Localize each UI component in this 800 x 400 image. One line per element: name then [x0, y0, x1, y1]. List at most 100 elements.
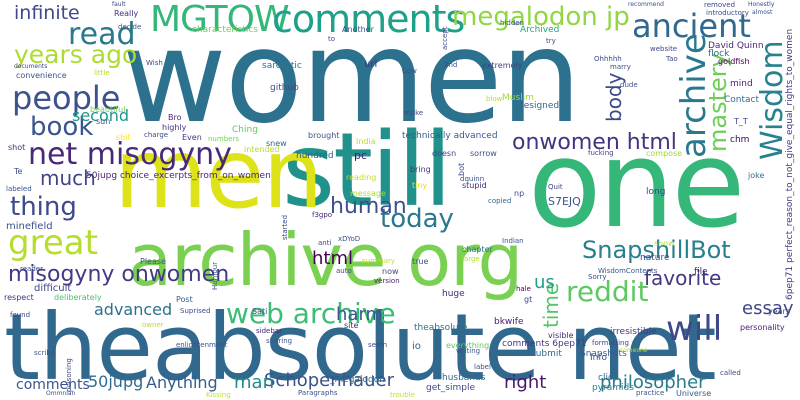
word-wish: Wish — [146, 59, 163, 67]
word-technically-advanced: technically advanced — [402, 131, 498, 141]
word-xdyod: xDYoD — [338, 235, 361, 243]
word-brought: brought — [308, 131, 340, 140]
word-india: India — [356, 137, 376, 146]
word-enlightenment: enlightenment — [176, 341, 228, 349]
word-reading: reading — [346, 173, 377, 182]
word-bring: bring — [410, 165, 431, 174]
word-men: men — [114, 118, 323, 230]
word-snapshillbot: SnapshillBot — [582, 236, 731, 264]
word-marry: marry — [610, 63, 631, 71]
word-everything: everything — [446, 341, 490, 350]
word-contact: Contact — [724, 95, 760, 105]
word-highly: highly — [162, 123, 187, 132]
word-show: show — [654, 239, 675, 248]
word-reader: reader — [20, 265, 43, 273]
word-shot: shot — [8, 143, 26, 152]
word-t-t: T_T — [734, 117, 748, 126]
word-bro: Bro — [168, 113, 182, 122]
word-50jupg-choice: 50jupg choice_excerpts_from_on_women — [86, 171, 271, 181]
word-sun: sun — [96, 117, 111, 126]
word-second: second — [72, 106, 130, 125]
word-found: found — [10, 311, 31, 319]
word-archive-org: archive org — [128, 218, 523, 302]
word-ching: Ching — [232, 125, 258, 135]
word-fucking: fucking — [588, 149, 614, 157]
word-book: book — [30, 112, 94, 142]
word-gt: gt — [524, 295, 533, 304]
word-poisoning-vertical: poisoning — [65, 358, 73, 392]
word-archived: Archived — [520, 25, 560, 35]
word-to: to — [328, 35, 336, 43]
word-people: people — [12, 79, 121, 117]
word-reddit: reddit — [566, 275, 649, 308]
word-nature: nature — [640, 253, 670, 263]
word-pc: pc — [354, 149, 368, 162]
word-net-misogyny: net misogyny — [28, 137, 232, 172]
word-accept-vertical: accept — [441, 26, 449, 50]
word-s7ejq: S7EJQ — [548, 195, 581, 208]
word-decide: decide — [118, 23, 142, 31]
word-trouble: trouble — [390, 391, 415, 399]
word-harm: harm — [336, 304, 384, 325]
word-man: man — [234, 372, 274, 393]
word-sharing: sharing — [266, 337, 293, 345]
word-called: called — [720, 369, 741, 377]
word-tiny: tiny — [412, 181, 428, 190]
word-sorry: Sorry — [588, 273, 607, 281]
word-sorrow: sorrow — [470, 149, 497, 158]
word-np: np — [514, 189, 525, 198]
word-megalodon-jp: megalodon jp — [452, 2, 630, 32]
word-dquinn: dquinn — [460, 175, 485, 183]
word-seem: seem — [368, 341, 388, 349]
word-50jupg: 50jupg — [88, 372, 144, 391]
word-writing: writing — [456, 347, 481, 355]
word-chm: chm — [730, 135, 750, 145]
word-web-archive: web archive — [226, 297, 396, 330]
word-try: try — [546, 37, 556, 45]
word-dude: dude — [620, 81, 638, 89]
word-characteristics: characteristics — [192, 25, 258, 35]
word-hidden: hidden — [500, 19, 525, 27]
word-true: true — [412, 257, 429, 266]
word-megalodon-underscore: _megalodon — [330, 375, 385, 385]
word-schopenhauer: Schopenhauer — [264, 370, 394, 391]
word-2nd: 2nd — [444, 61, 458, 69]
word-respect: respect — [4, 293, 34, 302]
word-comments-6pep71: comments 6pep71 — [502, 339, 587, 349]
word-label: label — [474, 363, 491, 371]
word-minefield: minefield — [6, 221, 53, 232]
word-recommend: recommend — [628, 1, 664, 8]
word-url: url — [364, 59, 378, 70]
word-today: today — [380, 204, 454, 234]
word-women: women — [122, 3, 582, 152]
word-flock: flock — [708, 49, 730, 59]
word-humour-vertical: Humour — [211, 261, 219, 290]
word-another: Another — [342, 25, 374, 34]
word-introductory: introductory — [706, 9, 749, 17]
word-html: html — [312, 248, 354, 269]
word-intended: intended — [244, 145, 280, 154]
word-version: version — [374, 277, 400, 285]
word-snew: snew — [266, 139, 287, 148]
word-te: Te — [14, 167, 23, 176]
word-advanced: advanced — [94, 300, 173, 319]
word-comments: comments — [272, 0, 465, 41]
word-hundred: hundred — [296, 151, 334, 161]
word-right: right — [504, 372, 547, 393]
word-chapter: chapter — [462, 245, 493, 254]
word-almost: almost — [752, 9, 773, 16]
word-auto: auto — [336, 267, 352, 275]
word-get-simple: get_simple — [426, 383, 475, 393]
word-anything: Anything — [146, 373, 218, 392]
word-ancient: ancient — [632, 7, 751, 45]
word-even: Even — [182, 133, 202, 142]
word-indian: Indian — [502, 237, 524, 245]
word-anti: anti — [318, 239, 332, 247]
word-numbers: numbers — [208, 135, 239, 143]
word-goldfish: goldfish — [718, 57, 750, 66]
word-message: message — [350, 189, 386, 198]
word-joke: joke — [748, 171, 765, 180]
word-years: years — [768, 307, 791, 316]
word-honestly: Honestly — [748, 1, 775, 8]
